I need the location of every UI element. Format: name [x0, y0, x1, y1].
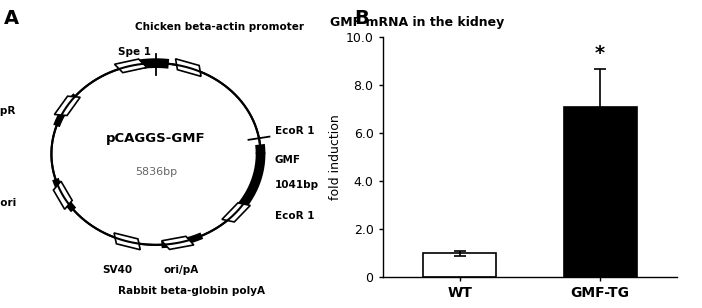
Text: pCAGGS-GMF: pCAGGS-GMF	[106, 132, 206, 145]
Text: Spe 1: Spe 1	[118, 47, 151, 57]
Polygon shape	[176, 59, 201, 76]
Polygon shape	[114, 59, 147, 73]
Text: Rabbit beta-globin polyA: Rabbit beta-globin polyA	[118, 286, 265, 296]
Bar	[423, 253, 496, 277]
Text: EcoR 1: EcoR 1	[274, 126, 314, 136]
Y-axis label: fold induction: fold induction	[329, 114, 341, 200]
Polygon shape	[53, 181, 72, 209]
Text: B: B	[355, 9, 369, 28]
Text: ori/pA: ori/pA	[163, 265, 199, 275]
Bar	[564, 107, 637, 277]
Text: AmpR: AmpR	[0, 106, 16, 116]
Text: GMF mRNA in the kidney: GMF mRNA in the kidney	[329, 16, 504, 29]
Text: EcoR 1: EcoR 1	[274, 211, 314, 221]
Text: ColE ori: ColE ori	[0, 198, 16, 208]
Text: GMF: GMF	[274, 155, 300, 165]
Text: A: A	[4, 9, 19, 28]
Text: Chicken beta-actin promoter: Chicken beta-actin promoter	[135, 22, 304, 32]
Polygon shape	[222, 203, 250, 222]
Text: 1041bp: 1041bp	[274, 180, 319, 190]
Polygon shape	[114, 233, 140, 250]
Text: 5836bp: 5836bp	[135, 168, 177, 177]
Text: *: *	[595, 44, 605, 63]
Polygon shape	[55, 96, 80, 116]
Polygon shape	[161, 236, 194, 249]
Text: SV40: SV40	[102, 265, 132, 275]
